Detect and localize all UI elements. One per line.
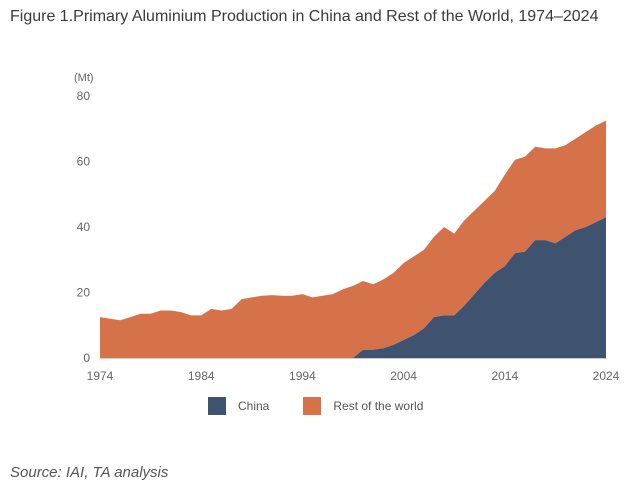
area-rest-of-the-world [100, 120, 606, 358]
x-tick-label: 2004 [390, 369, 417, 383]
y-tick-label: 20 [77, 286, 91, 300]
y-tick-label: 40 [77, 220, 91, 234]
legend-label-china: China [238, 399, 270, 413]
y-axis-unit-label: (Mt) [74, 72, 94, 84]
y-tick-label: 60 [77, 155, 91, 169]
legend-item-rest: Rest of the world [303, 397, 423, 415]
chart-title: Figure 1.Primary Aluminium Production in… [10, 8, 599, 25]
legend-swatch-rest [303, 397, 322, 415]
x-tick-label: 2014 [491, 369, 518, 383]
y-tick-label: 80 [77, 89, 91, 103]
legend-label-rest: Rest of the world [333, 399, 424, 413]
legend: China Rest of the world [208, 397, 457, 415]
legend-swatch-china [208, 397, 226, 415]
legend-item-china: China [208, 397, 269, 415]
x-tick-label: 1984 [188, 369, 215, 383]
x-axis: 1974 1984 1994 2004 2014 2024 [87, 369, 620, 383]
area-china [100, 217, 606, 358]
x-tick-label: 1994 [289, 369, 316, 383]
y-tick-label: 0 [83, 351, 90, 365]
y-axis: 0 20 40 60 80 [77, 89, 91, 365]
area-chart: 0 20 40 60 80 (Mt) 1974 1984 1994 2004 2014 2024 [74, 72, 620, 383]
x-tick-label: 1974 [87, 369, 114, 383]
x-tick-label: 2024 [593, 369, 620, 383]
source-note: Source: IAI, TA analysis [10, 464, 169, 481]
